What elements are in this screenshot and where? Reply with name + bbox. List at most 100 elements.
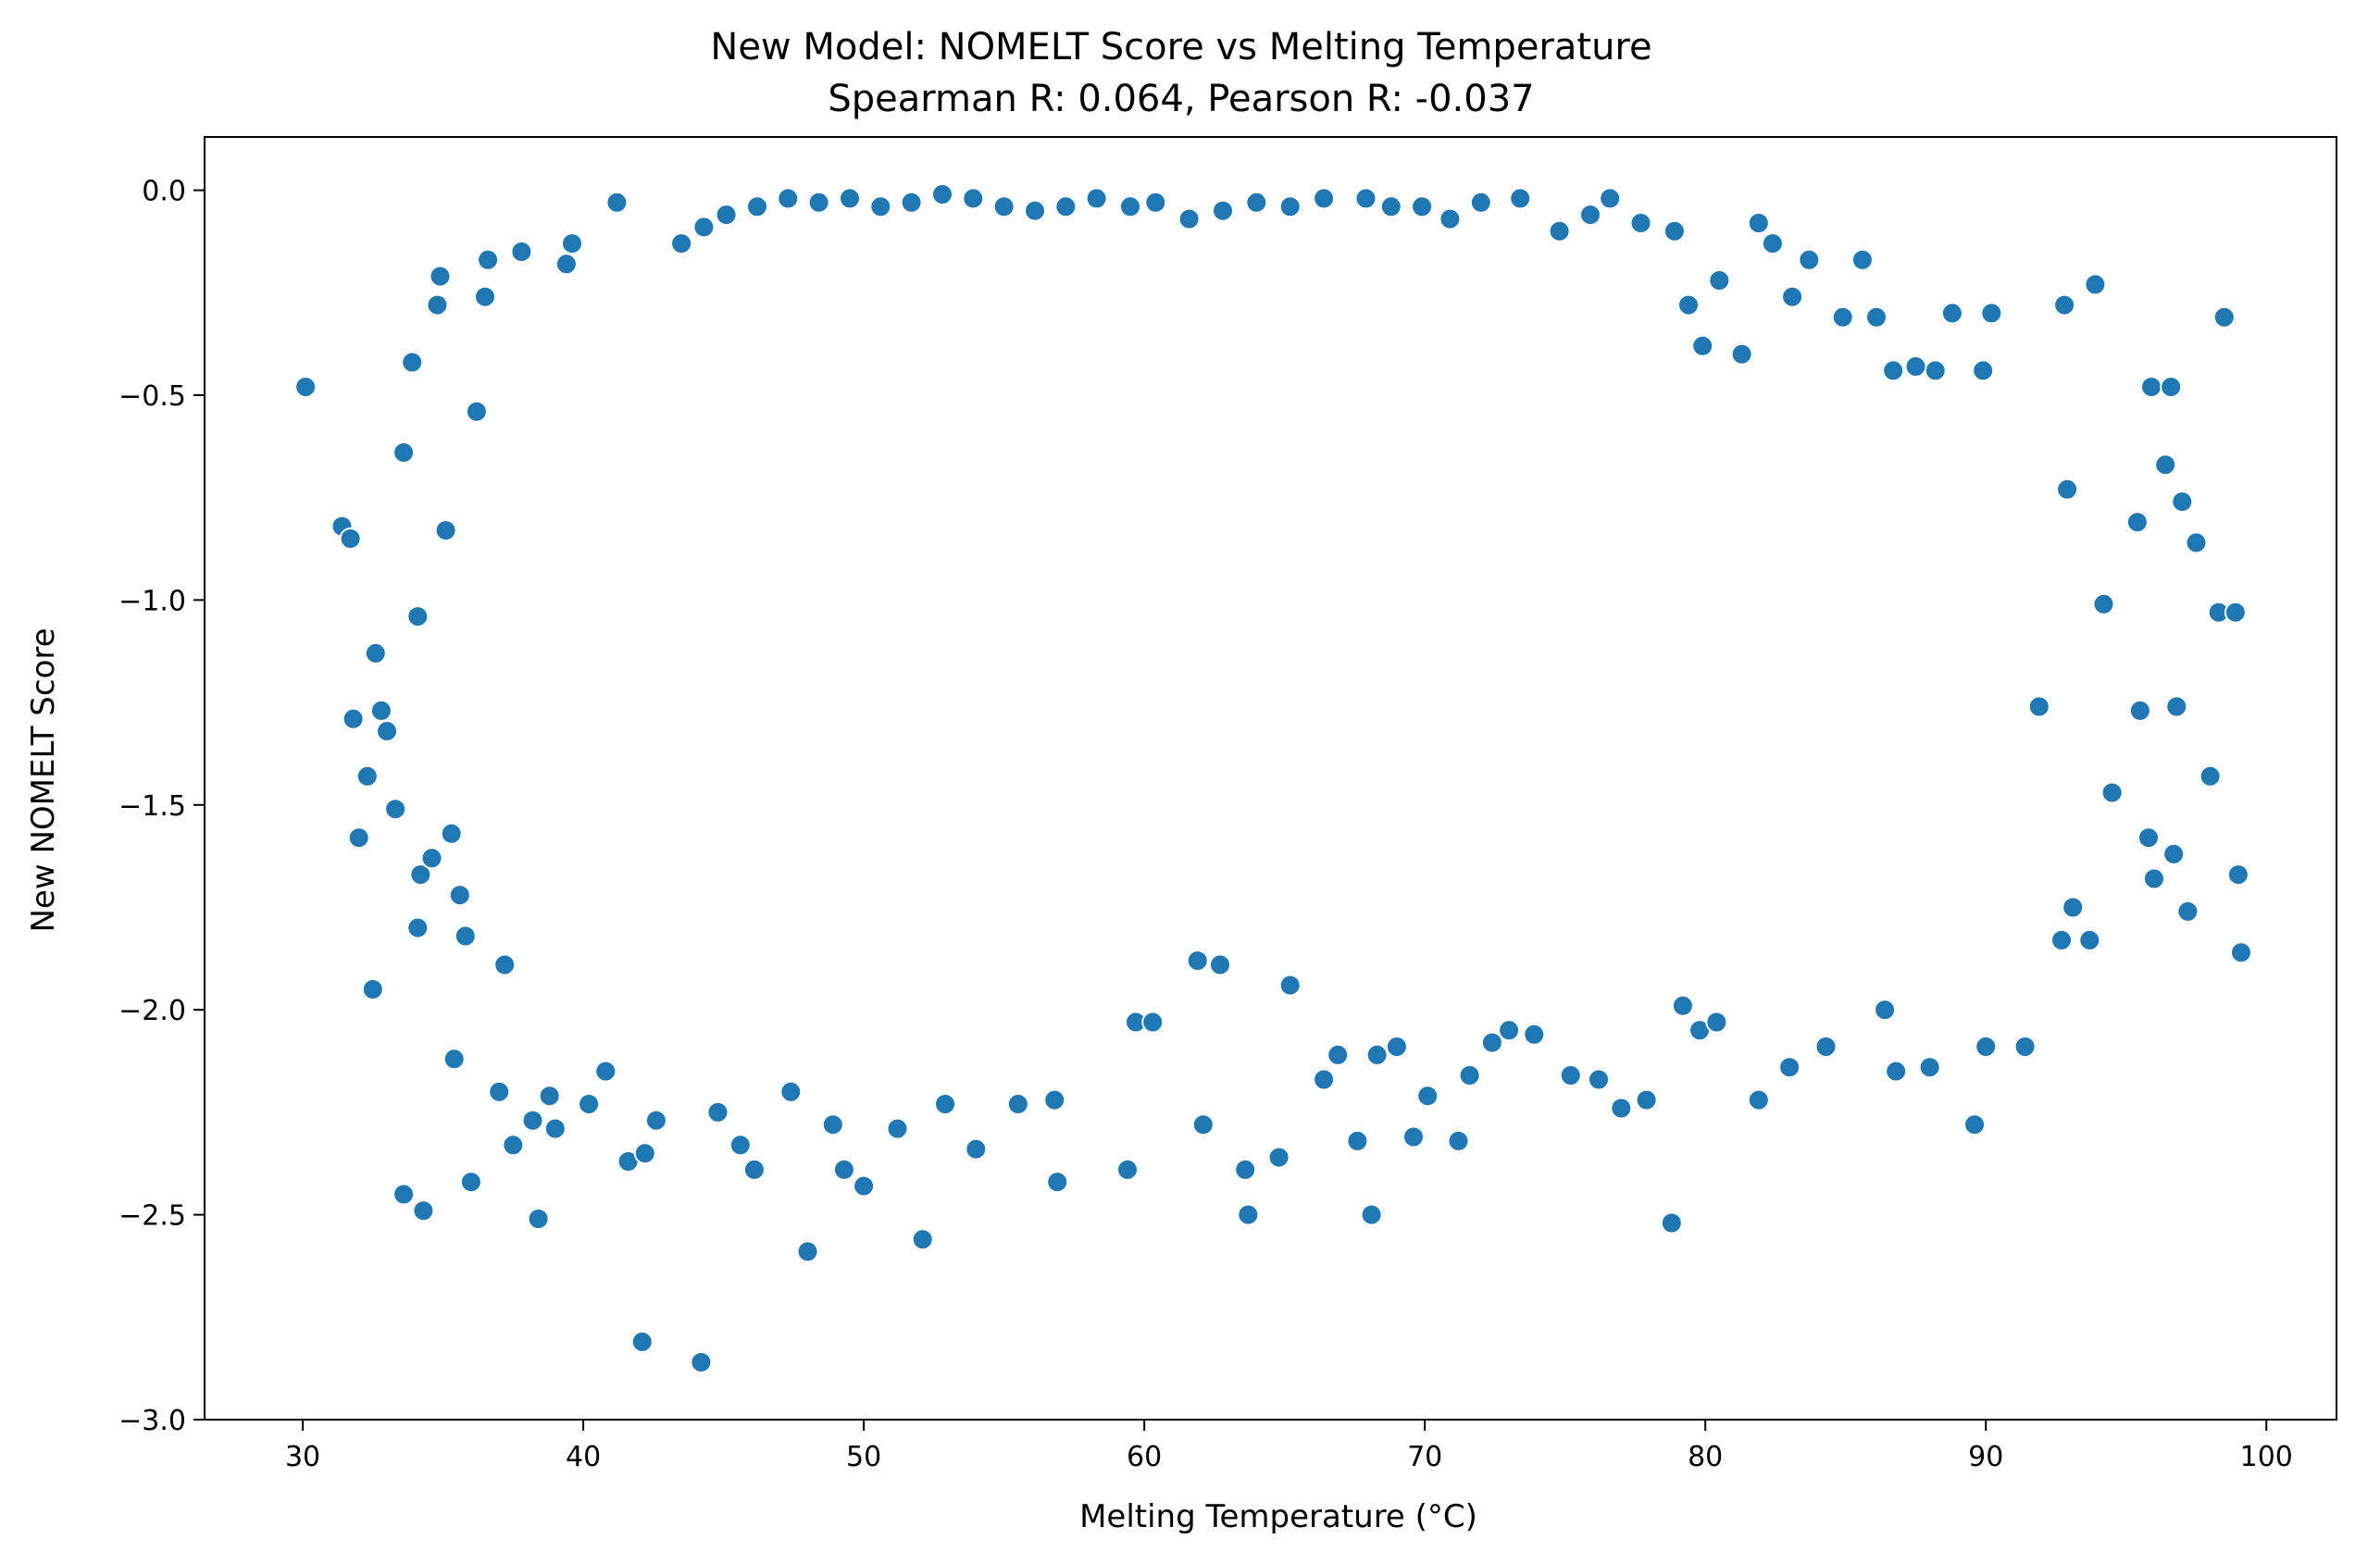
data-point [1963,1113,1987,1136]
data-point [692,216,716,239]
data-point [1313,187,1336,210]
y-axis-label: New NOMELT Score [25,627,62,932]
data-point [633,1142,656,1165]
data-point [869,195,892,218]
data-points [294,183,2252,1373]
data-point [1599,187,1622,210]
data-point [1191,1113,1215,1136]
data-point [1548,219,1571,242]
data-point [502,1134,525,1157]
data-point [1798,248,1821,271]
data-point [1313,1068,1336,1091]
data-point [2125,511,2149,534]
x-tick-label: 60 [1127,1441,1162,1473]
data-point [1691,334,1714,357]
data-point [376,720,398,743]
data-point [992,195,1016,218]
data-point [347,826,370,850]
data-point [521,1109,544,1132]
data-point [1469,191,1492,214]
data-point [1245,191,1268,214]
data-point [1447,1129,1470,1152]
data-point [839,187,861,210]
data-point [2056,478,2079,501]
data-point [1480,1031,1503,1054]
data-point [2226,863,2249,887]
data-point [746,195,768,218]
data-point [420,847,443,870]
data-point [1346,1129,1369,1152]
data-point [2176,900,2199,923]
data-point [779,1080,803,1103]
data-point [488,1080,511,1103]
x-tick-label: 70 [1407,1441,1442,1473]
data-point [2230,941,2252,964]
data-point [777,187,800,210]
data-point [1365,1043,1389,1066]
data-point [853,1174,876,1198]
data-point [1975,1036,1998,1058]
data-point [1610,1097,1633,1120]
data-point [886,1117,909,1140]
x-tick-label: 40 [566,1441,601,1473]
y-tick-label: −2.5 [118,1200,186,1233]
data-point [644,1109,667,1132]
data-point [2199,764,2222,788]
data-point [1882,359,1905,382]
data-point [670,232,693,255]
chart-subtitle: Spearman R: 0.064, Pearson R: -0.037 [828,78,1534,120]
data-point [1814,1036,1838,1058]
y-tick-label: −0.5 [118,380,186,413]
data-point [2128,699,2151,722]
data-point [1747,1088,1770,1111]
data-point [1119,195,1141,218]
data-point [1778,1056,1801,1079]
data-point [1629,212,1652,234]
data-point [369,699,393,722]
data-point [409,863,432,887]
data-point [1212,199,1234,222]
x-tick-label: 80 [1688,1441,1723,1473]
data-point [796,1240,819,1263]
data-point [706,1100,729,1123]
data-point [1411,195,1434,218]
y-axis-ticks: 0.0 −0.5 −1.0 −1.5 −2.0 −2.5 −3.0 [118,176,205,1437]
data-point [294,376,318,399]
data-point [454,925,477,948]
data-point [931,183,953,205]
data-point [605,191,629,214]
data-point [361,978,384,1000]
data-point [1385,1036,1408,1058]
data-point [2078,928,2101,951]
data-point [690,1351,713,1373]
data-point [1874,999,1897,1022]
data-point [594,1060,617,1083]
data-point [934,1093,956,1115]
chart-title: New Model: NOMELT Score vs Melting Tempe… [710,26,1651,68]
data-point [401,351,424,374]
data-point [448,884,471,907]
data-point [384,798,407,821]
data-point [1885,1060,1908,1083]
data-point [474,285,496,308]
data-point [555,253,578,276]
data-point [1635,1088,1658,1111]
data-point [2084,273,2107,296]
data-point [2013,1036,2037,1058]
data-point [1972,359,1995,382]
data-point [1458,1064,1481,1086]
data-point [1267,1146,1290,1169]
data-point [406,605,430,628]
data-point [1747,212,1770,234]
data-point [1509,187,1532,210]
data-point [1865,305,1888,329]
data-point [2154,453,2177,477]
data-point [1663,219,1686,242]
data-point [1360,1203,1383,1226]
x-tick-label: 90 [1968,1441,2003,1473]
data-point [1904,355,1927,378]
data-point [1046,1171,1069,1194]
data-point [1278,195,1302,218]
data-point [1918,1056,1941,1079]
data-point [1498,1019,1521,1042]
